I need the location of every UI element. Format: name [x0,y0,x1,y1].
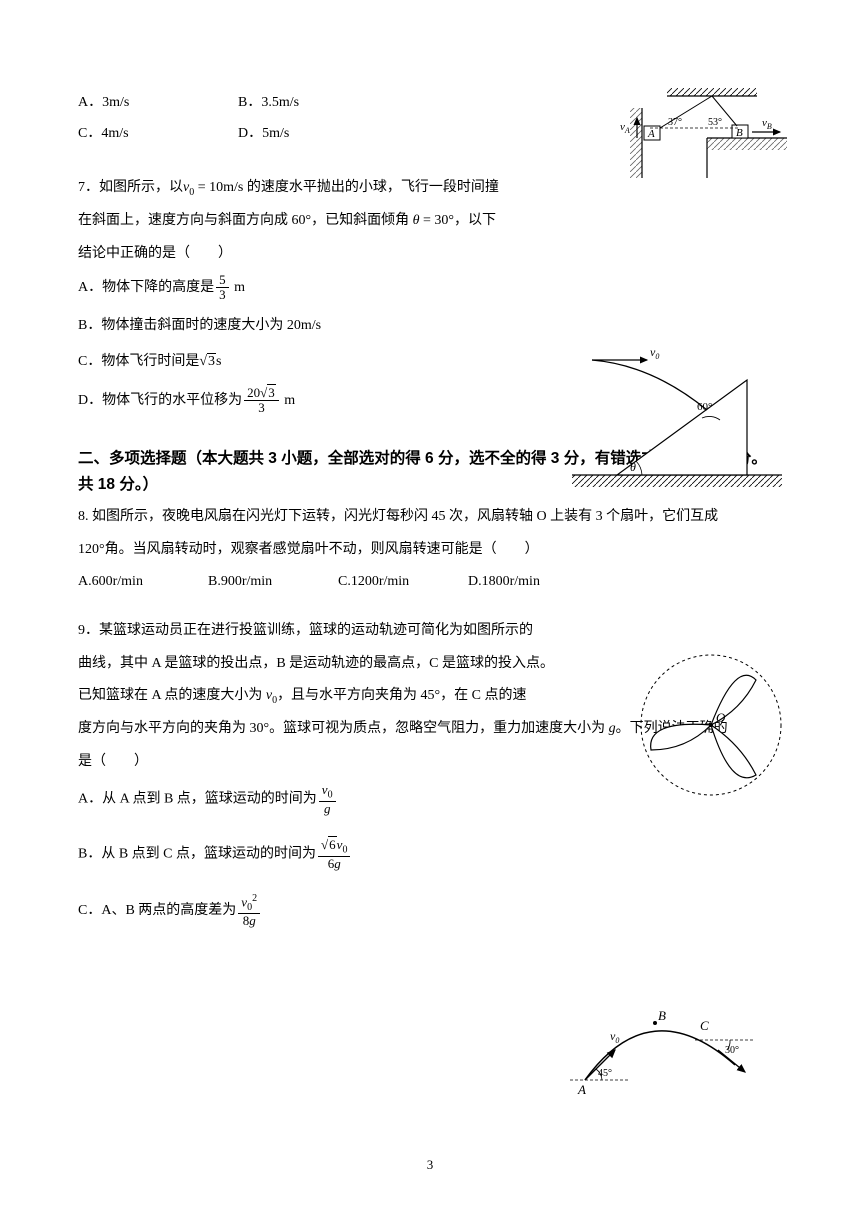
q6-optD: D．5m/s [238,121,398,148]
q6-optA: A．3m/s [78,90,238,117]
q9-optB: B．从 B 点到 C 点，篮球运动的时间为6v06g [78,838,782,871]
q9-figure: A v0 45° B C 30° [560,1000,760,1100]
q9-optC: C．A、B 两点的高度差为v028g [78,893,782,928]
q7-optB: B．物体撞击斜面时的速度大小为 20m/s [78,313,782,340]
q8-stem-line1: 8. 如图所示，夜晚电风扇在闪光灯下运转，闪光灯每秒闪 45 次，风扇转轴 O … [78,504,782,531]
svg-text:O: O [716,710,726,725]
svg-text:v0: v0 [610,1029,619,1045]
svg-text:vA: vA [620,121,630,135]
svg-text:v0: v0 [650,345,659,361]
q8-optC: C.1200r/min [338,569,468,596]
svg-text:A: A [577,1082,586,1097]
svg-text:30°: 30° [725,1045,739,1056]
svg-text:vB: vB [762,117,772,131]
q9-stem-line1: 9．某篮球运动员正在进行投篮训练，篮球的运动轨迹可简化为如图所示的 [78,618,782,645]
q7-stem-line3: 结论中正确的是（ ） [78,241,782,268]
q6-optB: B．3.5m/s [238,90,398,117]
q8-stem-line2: 120°角。当风扇转动时，观察者感觉扇叶不动，则风扇转速可能是（ ） [78,537,782,564]
svg-text:60°: 60° [697,401,712,413]
svg-text:B: B [736,127,743,139]
q8-optB: B.900r/min [208,569,338,596]
q8-optA: A.600r/min [78,569,208,596]
svg-text:A: A [647,128,655,140]
q7-stem-line2: 在斜面上，速度方向与斜面方向成 60°，已知斜面倾角 θ = 30°，以下 [78,208,782,235]
svg-text:45°: 45° [598,1068,612,1079]
q8: 8. 如图所示，夜晚电风扇在闪光灯下运转，闪光灯每秒闪 45 次，风扇转轴 O … [78,504,782,596]
page-number: 3 [0,1153,860,1178]
svg-text:θ: θ [630,460,636,474]
q7-figure: θ v0 60° [572,340,782,490]
svg-text:53°: 53° [708,117,722,128]
svg-text:37°: 37° [668,117,682,128]
q6-figure: A B 37° 53° vA vB [612,88,792,178]
q8-optD: D.1800r/min [468,569,598,596]
q8-figure: O [636,650,786,800]
q6-optC: C．4m/s [78,121,238,148]
q7-optA: A．物体下降的高度是53 m [78,273,782,303]
svg-text:C: C [700,1018,709,1033]
svg-text:B: B [658,1008,666,1023]
